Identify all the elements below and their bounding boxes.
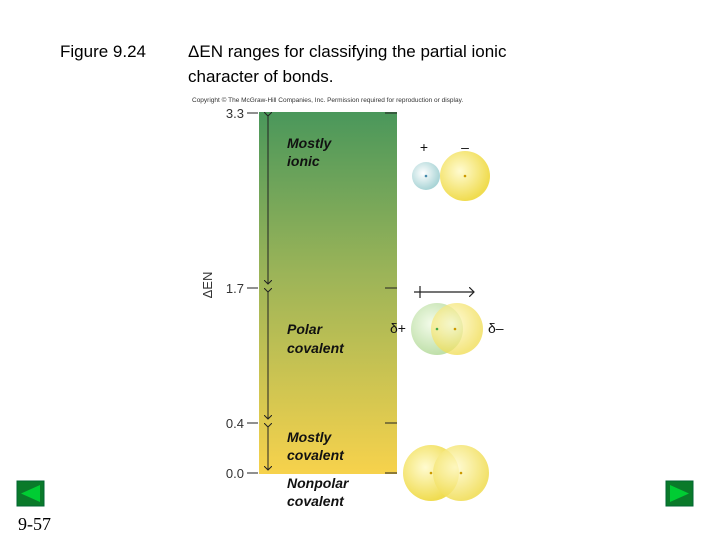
- title-line: ΔEN ranges for classifying the partial i…: [188, 42, 507, 61]
- figure-number: Figure 9.24: [60, 42, 146, 61]
- nav-forward[interactable]: [665, 480, 694, 507]
- region-label: Polar: [287, 321, 324, 337]
- gradient-band: [259, 112, 397, 474]
- tick-label: 0.0: [226, 466, 244, 481]
- charge: δ–: [488, 320, 504, 336]
- tick-label: 0.4: [226, 416, 244, 431]
- range-arrows: [247, 113, 397, 474]
- region-label: Nonpolar: [287, 475, 350, 491]
- polar-atoms: [411, 303, 483, 355]
- nav-back[interactable]: [16, 480, 45, 507]
- region-label: covalent: [287, 340, 345, 356]
- page-number: 9-57: [18, 514, 51, 534]
- charge: +: [420, 139, 428, 155]
- region-label: covalent: [287, 447, 345, 463]
- charge: δ+: [390, 320, 406, 336]
- nonpolar-atoms: [403, 445, 489, 501]
- region-label: Mostly: [287, 429, 333, 445]
- copyright: Copyright © The McGraw-Hill Companies, I…: [192, 96, 463, 104]
- axis-label: ΔEN: [200, 272, 215, 299]
- tick-label: 1.7: [226, 281, 244, 296]
- tick-label: 3.3: [226, 106, 244, 121]
- title-line: character of bonds.: [188, 67, 334, 86]
- region-label: ionic: [287, 153, 320, 169]
- region-label: Mostly: [287, 135, 333, 151]
- charge: –: [461, 139, 469, 155]
- region-label: covalent: [287, 493, 345, 509]
- ionic-atoms: [412, 151, 490, 201]
